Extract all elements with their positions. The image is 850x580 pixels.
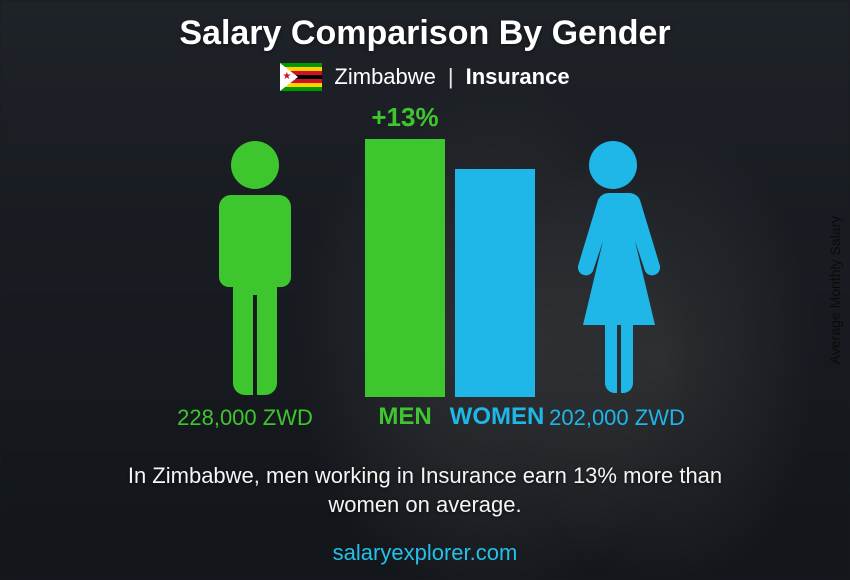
page-title: Salary Comparison By Gender (0, 14, 850, 53)
axis-label-wrap: Average Monthly Salary (818, 0, 850, 580)
site-link[interactable]: salaryexplorer.com (0, 540, 850, 566)
woman-icon (553, 137, 673, 397)
industry-label: Insurance (466, 64, 570, 90)
country-label: Zimbabwe (334, 64, 435, 90)
separator: | (448, 64, 454, 90)
y-axis-label: Average Monthly Salary (827, 216, 843, 364)
content-layer: Salary Comparison By Gender ★ Zimbabwe |… (0, 0, 850, 580)
man-icon (195, 137, 315, 397)
chart-area: +13% MEN WOMEN 228,000 ZWD 202,000 ZWD (75, 101, 775, 441)
description-text: In Zimbabwe, men working in Insurance ea… (0, 461, 850, 520)
salary-men: 228,000 ZWD (135, 405, 355, 431)
subtitle-row: ★ Zimbabwe | Insurance (0, 63, 850, 91)
bar-men (365, 139, 445, 397)
salary-women: 202,000 ZWD (507, 405, 727, 431)
flag-icon: ★ (280, 63, 322, 91)
bar-women (455, 169, 535, 397)
percent-label-men: +13% (355, 102, 455, 133)
